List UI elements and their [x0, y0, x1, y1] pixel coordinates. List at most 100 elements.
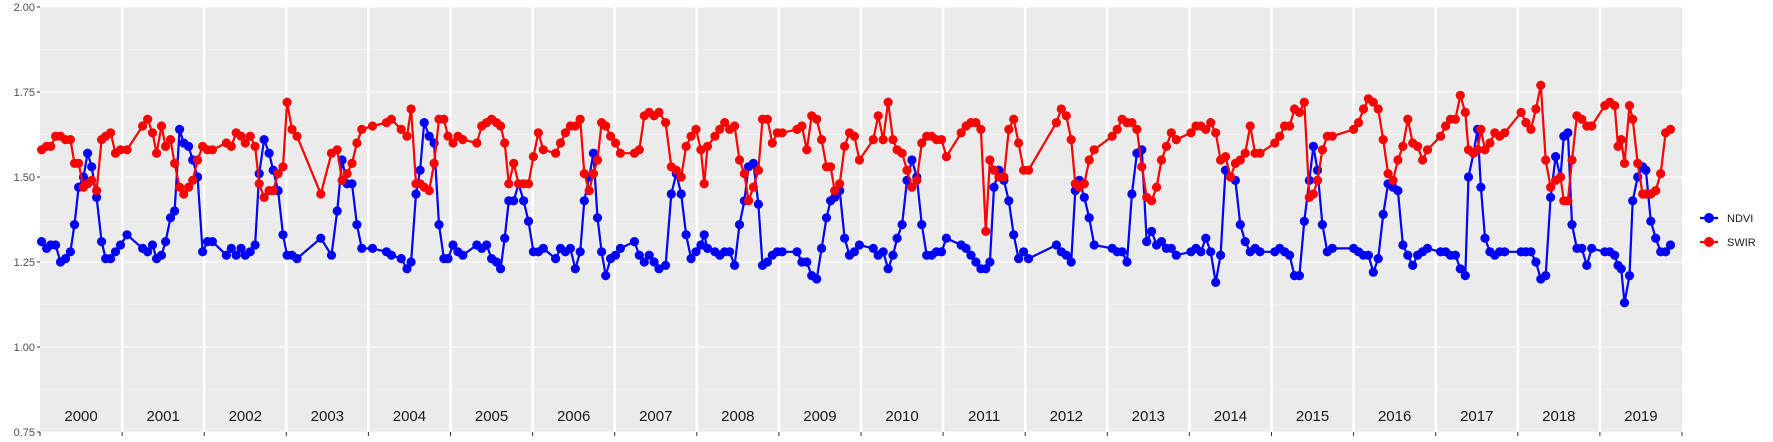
ndvi-point	[519, 196, 529, 206]
swir-point	[1107, 131, 1117, 141]
swir-point	[730, 121, 740, 131]
ndvi-point	[985, 257, 995, 267]
ndvi-point	[1450, 250, 1460, 260]
swir-point	[429, 158, 439, 168]
ndvi-point	[1308, 141, 1318, 151]
swir-point	[840, 141, 850, 151]
swir-point	[1358, 104, 1369, 114]
ndvi-point	[367, 243, 378, 253]
swir-point	[592, 155, 603, 165]
swir-point	[873, 111, 883, 121]
ndvi-point	[1166, 243, 1176, 253]
year-label-2007: 2007	[639, 408, 672, 425]
ndvi-point	[849, 247, 860, 257]
swir-point	[830, 186, 840, 196]
ndvi-point	[802, 257, 812, 267]
ndvi-point	[1455, 264, 1465, 274]
legend-key-point	[1704, 213, 1714, 223]
swir-point	[1619, 158, 1630, 168]
swir-point	[777, 128, 787, 138]
ndvi-point	[1541, 271, 1551, 281]
swir-point	[710, 131, 720, 141]
swir-point	[686, 131, 696, 141]
swir-point	[1541, 155, 1551, 165]
ndvi-point	[156, 250, 167, 260]
swir-point	[1368, 97, 1378, 107]
year-label-2017: 2017	[1460, 408, 1493, 425]
swir-point	[976, 124, 986, 134]
ndvi-point	[579, 196, 589, 206]
ndvi-point	[1619, 298, 1630, 308]
swir-point	[170, 158, 180, 168]
swir-point	[1516, 107, 1526, 117]
swir-point	[1299, 97, 1309, 107]
swir-point	[443, 131, 453, 141]
ndvi-point	[411, 189, 421, 199]
ndvi-point	[170, 206, 180, 216]
ndvi-point	[762, 257, 773, 267]
swir-point	[1656, 169, 1666, 179]
swir-point	[1056, 104, 1066, 114]
swir-point	[835, 179, 845, 189]
ndvi-point	[1577, 243, 1587, 253]
year-label-2001: 2001	[146, 408, 179, 425]
swir-point	[46, 141, 56, 151]
swir-point	[357, 124, 367, 134]
ndvi-point	[588, 148, 599, 158]
year-label-2008: 2008	[721, 408, 754, 425]
ndvi-point	[649, 257, 659, 267]
swir-point	[551, 148, 561, 158]
swir-point	[500, 138, 510, 148]
ndvi-point	[1582, 260, 1592, 270]
swir-point	[1546, 182, 1556, 192]
ndvi-point	[491, 257, 502, 267]
swir-point	[691, 124, 701, 134]
ndvi-point	[1616, 264, 1626, 274]
year-label-2014: 2014	[1214, 408, 1247, 425]
swir-point	[1211, 128, 1221, 138]
swir-point	[1225, 172, 1236, 182]
swir-point	[1633, 158, 1643, 168]
swir-point	[1398, 141, 1408, 151]
ndvi-point	[777, 247, 787, 257]
swir-point	[1441, 121, 1451, 131]
year-label-2018: 2018	[1542, 408, 1575, 425]
swir-point	[1455, 90, 1465, 100]
swir-point	[1480, 145, 1490, 155]
swir-point	[1285, 121, 1295, 131]
legend-label-ndvi: NDVI	[1727, 213, 1753, 225]
swir-point	[1526, 124, 1536, 134]
ndvi-point	[1127, 189, 1137, 199]
swir-point	[1051, 118, 1061, 128]
ndvi-point	[1061, 250, 1071, 260]
swir-point	[287, 124, 297, 134]
swir-point	[236, 131, 246, 141]
swir-point	[1567, 155, 1577, 165]
ndvi-point	[821, 213, 832, 223]
year-label-2002: 2002	[229, 408, 262, 425]
swir-point	[1023, 165, 1034, 175]
ndvi-point	[458, 250, 468, 260]
ndvi-point	[868, 243, 878, 253]
swir-point	[555, 138, 566, 148]
swir-point	[1587, 121, 1597, 131]
year-label-2009: 2009	[803, 408, 836, 425]
swir-point	[606, 131, 616, 141]
ndvi-point	[143, 247, 153, 257]
ndvi-point	[854, 240, 865, 250]
swir-point	[941, 152, 952, 162]
ndvi-point	[792, 247, 802, 257]
swir-point	[496, 121, 506, 131]
swir-point	[560, 128, 571, 138]
ndvi-point	[37, 237, 47, 247]
swir-point	[753, 165, 764, 175]
year-label-2011: 2011	[968, 408, 1000, 425]
ndvi-point	[332, 206, 342, 216]
swir-point	[878, 135, 888, 145]
ndvi-point	[1363, 250, 1373, 260]
ndvi-point	[840, 233, 850, 243]
ndvi-point	[122, 230, 132, 240]
ndvi-point	[1079, 192, 1089, 202]
ndvi-point	[1235, 220, 1245, 230]
